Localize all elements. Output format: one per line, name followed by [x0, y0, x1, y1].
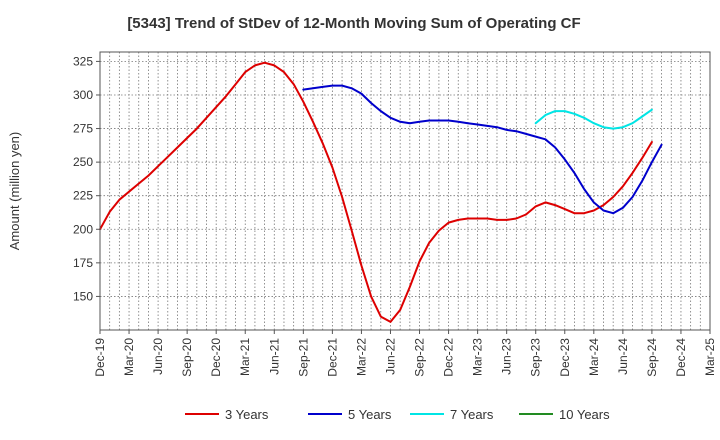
x-tick-label: Mar-24	[587, 338, 601, 376]
y-tick-label: 325	[73, 54, 93, 68]
x-tick-label: Dec-23	[558, 338, 572, 377]
series-layer	[99, 61, 663, 323]
x-tick-label: Mar-22	[354, 338, 368, 376]
x-tick-label: Dec-22	[442, 338, 456, 377]
y-tick-label: 175	[73, 256, 93, 270]
x-tick-label: Dec-24	[674, 338, 688, 377]
legend-label: 3 Years	[225, 407, 269, 422]
plot-area	[100, 52, 710, 330]
x-tick-label: Mar-20	[122, 338, 136, 376]
x-tick-label: Dec-21	[325, 338, 339, 377]
y-tick-label: 150	[73, 289, 93, 303]
legend-label: 7 Years	[450, 407, 494, 422]
x-tick-label: Jun-23	[500, 338, 514, 375]
series-line-5-years	[302, 84, 663, 215]
x-tick-label: Jun-22	[383, 338, 397, 375]
y-tick-label: 200	[73, 222, 93, 236]
x-tick-label: Dec-19	[93, 338, 107, 377]
y-tick-label: 250	[73, 155, 93, 169]
x-tick-label: Dec-20	[209, 338, 223, 377]
y-axis-label: Amount (million yen)	[7, 132, 22, 251]
y-tick-label: 225	[73, 189, 93, 203]
plot-frame	[99, 51, 711, 331]
axes: 150 175 200 225 250 275 300 325 Dec-19 Mar-20 Jun-…	[73, 51, 717, 377]
legend: 3 Years 5 Years 7 Years 10 Years	[185, 407, 610, 422]
y-tick-label: 275	[73, 122, 93, 136]
x-tick-label: Sep-23	[529, 338, 543, 377]
x-tick-label: Sep-20	[180, 338, 194, 377]
legend-label: 10 Years	[559, 407, 610, 422]
y-tick-label: 300	[73, 88, 93, 102]
x-tick-label: Jun-24	[616, 338, 630, 375]
x-tick-label: Mar-25	[703, 338, 717, 376]
chart-title: [5343] Trend of StDev of 12-Month Moving…	[127, 15, 580, 32]
x-tick-label: Jun-20	[151, 338, 165, 375]
plot-background	[100, 52, 710, 330]
x-tick-label: Sep-22	[413, 338, 427, 377]
grid-lines	[100, 52, 710, 330]
series-line-3-years	[99, 61, 653, 323]
x-tick-label: Mar-21	[238, 338, 252, 376]
x-tick-label: Sep-21	[296, 338, 310, 377]
x-tick-label: Sep-24	[645, 338, 659, 377]
series-line-7-years	[534, 108, 653, 130]
x-tick-label: Jun-21	[267, 338, 281, 375]
legend-label: 5 Years	[348, 407, 392, 422]
x-tick-label: Mar-23	[471, 338, 485, 376]
